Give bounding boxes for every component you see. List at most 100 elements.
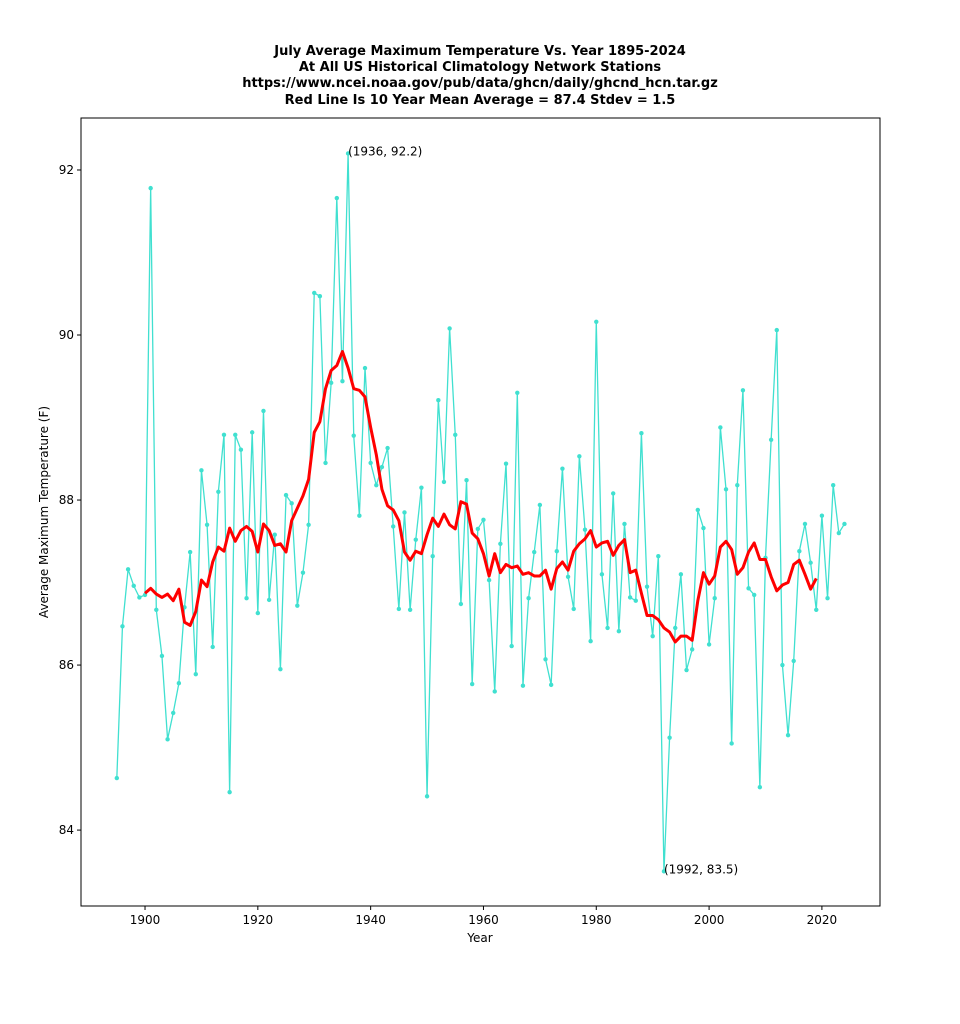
data-point	[819, 513, 825, 518]
data-point	[526, 596, 531, 601]
data-point	[667, 735, 672, 740]
data-point	[689, 647, 695, 652]
data-point	[814, 607, 819, 612]
data-point	[357, 513, 362, 518]
data-point	[588, 638, 593, 644]
data-point	[735, 482, 740, 488]
data-point	[221, 432, 227, 438]
data-point	[216, 489, 221, 494]
data-point	[469, 681, 475, 687]
data-point	[402, 510, 407, 515]
data-point	[255, 610, 261, 616]
data-point	[368, 460, 373, 466]
plot-frame	[80, 117, 881, 907]
data-point	[627, 595, 633, 600]
data-point	[204, 522, 210, 527]
data-point	[120, 624, 125, 629]
data-point	[594, 319, 599, 325]
data-point	[605, 625, 610, 631]
series-line	[144, 350, 818, 644]
data-point	[244, 596, 249, 601]
chart-title: Red Line Is 10 Year Mean Average = 87.4 …	[285, 93, 676, 108]
data-point	[757, 784, 763, 790]
data-point	[520, 683, 526, 688]
data-point	[774, 327, 779, 333]
data-point	[441, 479, 447, 485]
data-point	[723, 487, 729, 492]
x-tick-label: 1980	[581, 913, 612, 927]
data-point	[548, 682, 554, 688]
data-point	[323, 460, 328, 466]
annotation: (1936, 92.2)	[348, 144, 422, 158]
data-point	[503, 461, 509, 466]
data-point	[351, 433, 356, 438]
data-point	[283, 492, 289, 498]
chart-title: At All US Historical Climatology Network…	[299, 60, 662, 75]
data-point	[154, 607, 159, 612]
data-point	[842, 521, 847, 527]
x-tick-label: 2020	[807, 913, 838, 927]
y-tick-label: 84	[59, 823, 74, 837]
data-point	[148, 185, 153, 191]
x-tick-label: 2000	[694, 913, 725, 927]
data-point	[233, 432, 238, 438]
data-point	[706, 642, 712, 647]
data-point	[644, 584, 650, 589]
data-point	[537, 502, 543, 508]
data-point	[187, 549, 193, 555]
data-point	[797, 548, 802, 554]
data-point	[266, 597, 272, 603]
data-point	[176, 681, 182, 686]
data-point	[334, 195, 340, 201]
data-point	[599, 572, 605, 577]
data-point	[785, 732, 791, 738]
data-point	[295, 603, 300, 608]
data-point	[159, 653, 165, 659]
data-point	[650, 633, 655, 639]
data-point	[458, 601, 464, 607]
annotation: (1992, 83.5)	[664, 862, 738, 876]
data-point	[825, 596, 830, 601]
data-point	[752, 592, 757, 598]
data-point	[413, 537, 418, 542]
chart-title: https://www.ncei.noaa.gov/pub/data/ghcn/…	[242, 76, 718, 91]
data-point	[464, 478, 469, 483]
data-point	[791, 658, 796, 664]
data-point	[808, 560, 813, 565]
x-tick-label: 1960	[468, 913, 499, 927]
data-point	[249, 430, 255, 435]
data-point	[695, 507, 701, 513]
data-point	[137, 595, 142, 600]
x-tick-label: 1920	[243, 913, 274, 927]
data-point	[661, 869, 667, 874]
data-point	[125, 567, 131, 572]
data-point	[300, 570, 306, 575]
data-point	[345, 151, 351, 156]
data-point	[577, 454, 582, 459]
data-point	[712, 596, 717, 601]
data-point	[633, 598, 638, 603]
data-point	[396, 606, 402, 612]
data-point	[340, 379, 345, 384]
data-point	[554, 548, 559, 554]
data-point	[374, 482, 379, 488]
data-point	[836, 530, 842, 536]
data-point	[210, 644, 215, 650]
data-point	[515, 390, 520, 395]
chart-title: July Average Maximum Temperature Vs. Yea…	[273, 44, 686, 59]
data-point	[227, 789, 232, 795]
data-point	[289, 501, 294, 506]
data-point	[261, 408, 266, 414]
data-point	[475, 526, 481, 532]
data-point	[193, 671, 198, 677]
data-point	[582, 527, 588, 532]
data-point	[802, 521, 808, 527]
data-point	[571, 606, 576, 612]
data-point	[165, 737, 170, 742]
x-tick-label: 1900	[130, 913, 161, 927]
data-point	[684, 667, 689, 673]
y-tick-label: 92	[59, 163, 74, 177]
data-point	[486, 577, 492, 583]
